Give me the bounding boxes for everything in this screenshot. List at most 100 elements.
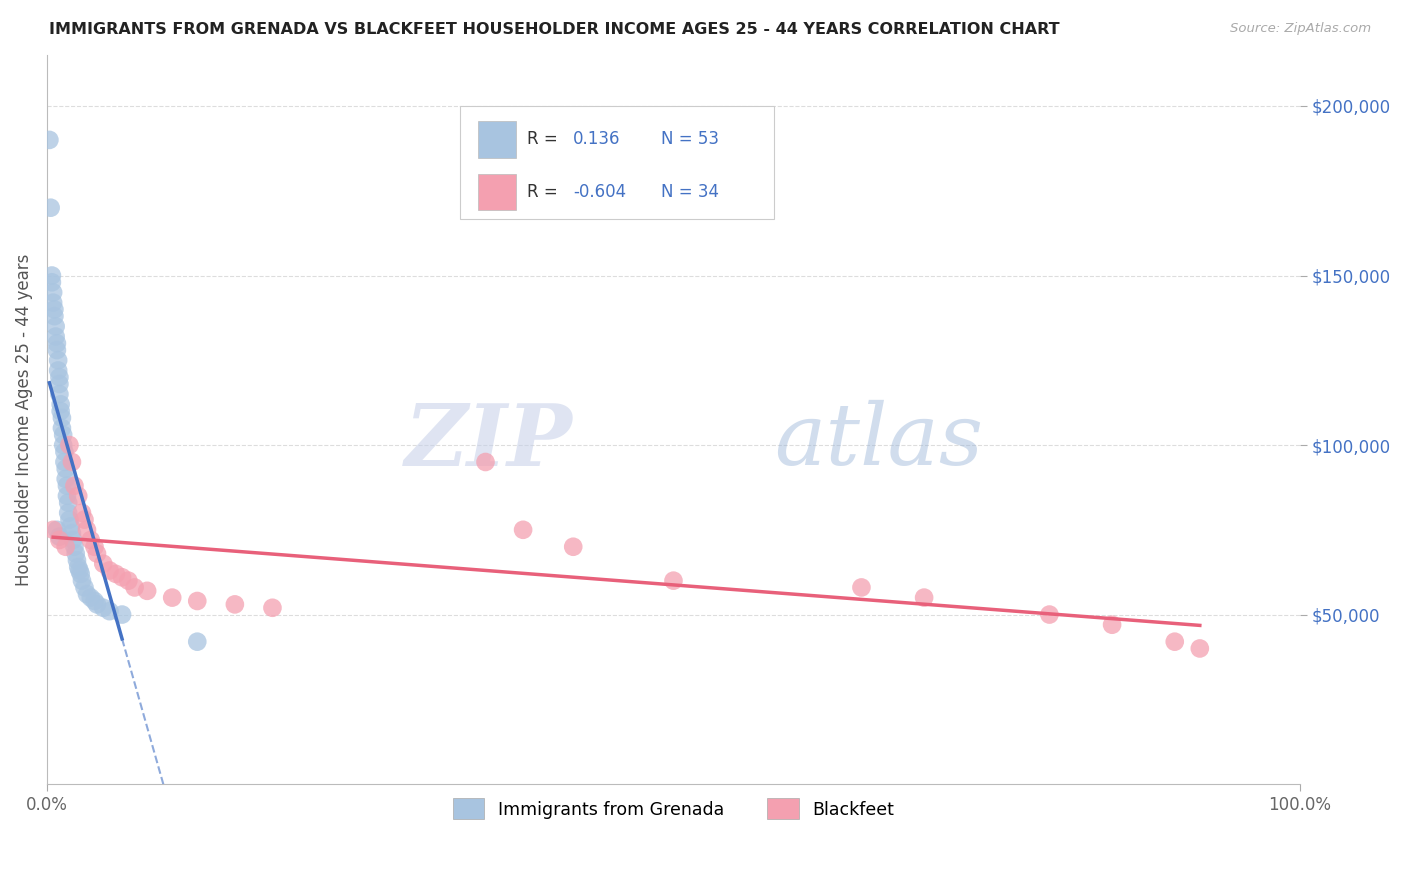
Point [111,570,134,584]
Point [69,566,91,581]
Point [58,513,80,527]
Point [48,387,70,401]
Point [186,634,208,648]
Point [39,201,62,215]
Point [52,428,75,442]
Point [42,295,65,310]
Point [56,479,79,493]
Text: atlas: atlas [773,401,983,483]
Point [83,594,105,608]
Point [160,591,183,605]
Point [60,526,83,541]
Point [55,472,77,486]
Point [91,557,114,571]
Text: N = 53: N = 53 [661,130,718,148]
FancyBboxPatch shape [478,121,516,158]
Point [262,600,284,615]
Point [38,133,60,147]
Point [662,574,685,588]
Point [63,540,86,554]
Point [111,607,134,622]
Point [45,343,67,357]
Point [45,336,67,351]
Point [49,397,72,411]
Point [52,438,75,452]
Point [117,574,139,588]
Point [912,591,935,605]
Point [48,377,70,392]
Point [1038,607,1060,622]
Point [46,363,69,377]
Point [62,533,84,547]
Point [474,455,496,469]
Point [41,275,63,289]
Point [48,533,70,547]
Point [41,268,63,283]
Point [55,462,77,476]
Point [73,581,96,595]
Point [1164,634,1187,648]
Point [49,404,72,418]
Point [58,506,80,520]
Point [562,540,585,554]
Point [104,566,127,581]
Point [1188,641,1211,656]
Point [48,530,70,544]
Point [86,598,108,612]
Point [63,479,86,493]
Text: 0.136: 0.136 [574,130,620,148]
Text: R =: R = [527,183,558,202]
Text: N = 34: N = 34 [661,183,718,202]
Legend: Immigrants from Grenada, Blackfeet: Immigrants from Grenada, Blackfeet [446,791,901,826]
Point [51,421,73,435]
Point [83,540,105,554]
Point [80,591,103,605]
Point [91,600,114,615]
Point [44,302,66,317]
Point [59,519,82,533]
Point [58,496,80,510]
Text: ZIP: ZIP [405,400,574,483]
Text: -0.604: -0.604 [574,183,626,202]
Point [186,594,208,608]
Point [98,564,121,578]
Point [512,523,534,537]
Point [53,445,76,459]
Point [44,309,66,323]
Point [46,353,69,368]
Point [60,455,83,469]
Point [45,523,67,537]
FancyBboxPatch shape [478,174,516,211]
Point [67,489,90,503]
Point [48,370,70,384]
Point [124,581,146,595]
Point [86,547,108,561]
Point [42,285,65,300]
Point [65,547,87,561]
Point [58,438,80,452]
Point [76,523,98,537]
FancyBboxPatch shape [460,106,773,219]
Point [51,411,73,425]
Point [56,489,79,503]
Point [136,583,159,598]
Point [69,564,91,578]
Text: R =: R = [527,130,558,148]
Text: IMMIGRANTS FROM GRENADA VS BLACKFEET HOUSEHOLDER INCOME AGES 25 - 44 YEARS CORRE: IMMIGRANTS FROM GRENADA VS BLACKFEET HOU… [49,22,1060,37]
Point [76,587,98,601]
Point [98,604,121,618]
Point [42,523,65,537]
Point [851,581,873,595]
Point [224,598,246,612]
Point [45,319,67,334]
Y-axis label: Householder Income Ages 25 - 44 years: Householder Income Ages 25 - 44 years [15,253,32,586]
Point [70,574,93,588]
Point [80,533,103,547]
Point [1101,617,1123,632]
Point [55,540,77,554]
Point [53,455,76,469]
Point [73,513,96,527]
Point [67,560,90,574]
Point [45,329,67,343]
Point [70,506,93,520]
